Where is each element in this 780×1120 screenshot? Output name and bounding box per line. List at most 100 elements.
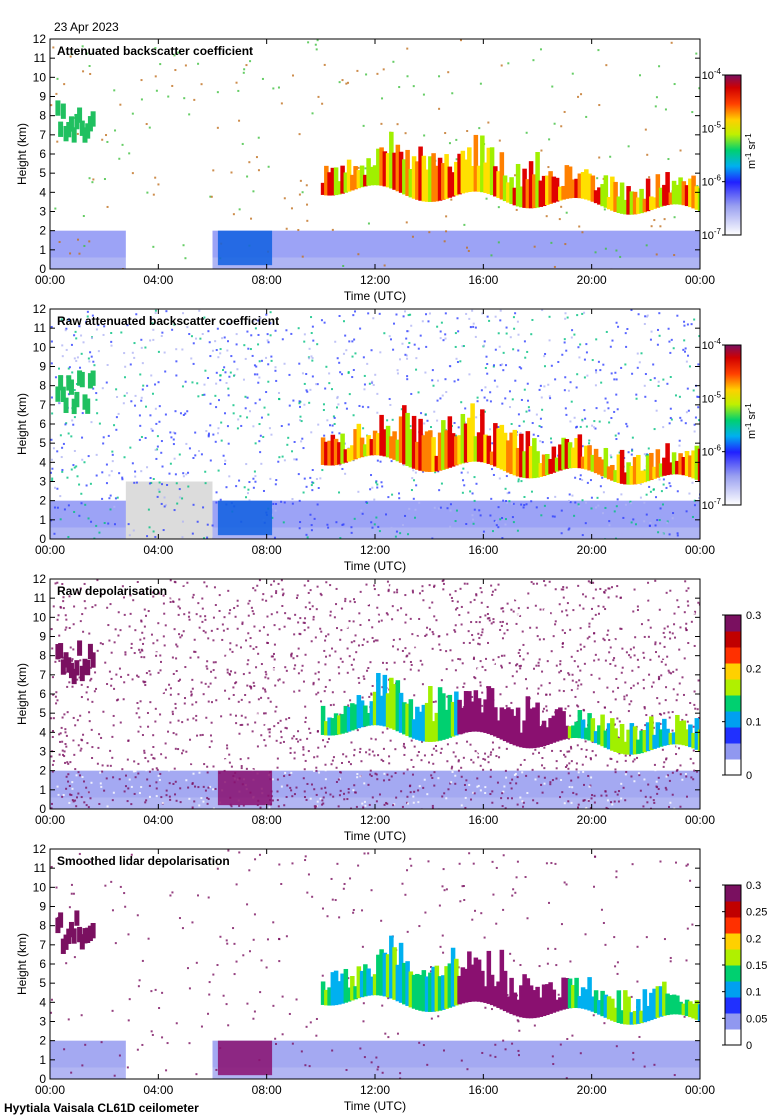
cloud-pixel <box>652 466 657 479</box>
noise-pixel <box>613 410 616 413</box>
noise-pixel <box>697 601 700 604</box>
noise-pixel <box>89 72 92 75</box>
noise-pixel <box>351 340 354 343</box>
noise-pixel <box>444 378 447 381</box>
noise-pixel <box>50 802 53 805</box>
noise-pixel <box>421 740 424 743</box>
cloud-pixel <box>389 131 394 189</box>
noise-pixel <box>72 464 75 467</box>
cloud-pixel <box>580 719 586 739</box>
noise-pixel <box>356 773 359 776</box>
noise-pixel <box>577 776 580 779</box>
noise-pixel <box>64 728 67 731</box>
noise-pixel <box>406 930 409 933</box>
cloud-pixel <box>480 135 485 193</box>
noise-pixel <box>539 48 542 51</box>
noise-pixel <box>377 620 380 623</box>
noise-pixel <box>109 603 112 606</box>
noise-pixel <box>184 412 187 415</box>
noise-pixel <box>149 414 152 417</box>
noise-pixel <box>697 363 700 366</box>
noise-pixel <box>206 536 209 539</box>
noise-pixel <box>431 804 434 807</box>
noise-pixel <box>510 608 513 611</box>
noise-pixel <box>120 331 123 334</box>
noise-pixel <box>533 245 536 248</box>
noise-pixel <box>311 469 314 472</box>
noise-pixel <box>378 793 381 796</box>
cloud-pixel <box>441 693 446 740</box>
noise-pixel <box>173 628 176 631</box>
noise-pixel <box>78 703 81 706</box>
noise-pixel <box>315 693 318 696</box>
noise-pixel <box>161 1036 164 1039</box>
noise-pixel <box>126 758 129 761</box>
noise-pixel <box>151 322 154 325</box>
noise-pixel <box>411 773 414 776</box>
noise-pixel <box>245 767 248 770</box>
noise-pixel <box>543 385 546 388</box>
noise-pixel <box>631 372 634 375</box>
noise-pixel <box>533 676 536 679</box>
noise-pixel <box>494 348 497 351</box>
noise-pixel <box>675 668 678 671</box>
noise-pixel <box>608 587 611 590</box>
noise-pixel <box>205 585 208 588</box>
noise-pixel <box>553 515 556 518</box>
noise-pixel <box>543 365 546 368</box>
noise-pixel <box>564 243 567 246</box>
colorbar-tick-label: 10-7 <box>702 227 722 242</box>
cloud-pixel <box>610 718 615 751</box>
noise-pixel <box>586 637 589 640</box>
noise-pixel <box>300 440 303 443</box>
noise-pixel <box>383 332 386 335</box>
noise-pixel <box>158 733 161 736</box>
noise-pixel <box>679 149 682 152</box>
cloud-pixel <box>506 182 511 203</box>
noise-pixel <box>429 638 432 641</box>
noise-pixel <box>643 706 646 709</box>
noise-pixel <box>595 369 598 372</box>
noise-pixel <box>360 647 363 650</box>
noise-pixel <box>558 603 561 606</box>
noise-pixel <box>432 666 435 669</box>
noise-pixel <box>418 702 421 705</box>
noise-pixel <box>580 748 583 751</box>
noise-pixel <box>362 124 365 127</box>
noise-pixel <box>345 755 348 758</box>
colorbar-step <box>725 683 741 688</box>
colorbar-step <box>725 623 741 628</box>
noise-pixel <box>453 629 456 632</box>
noise-pixel <box>209 195 212 198</box>
colorbar-step <box>725 723 741 728</box>
noise-pixel <box>660 674 663 677</box>
cloud-pixel <box>606 723 612 750</box>
noise-pixel <box>668 707 671 710</box>
noise-pixel <box>253 373 256 376</box>
noise-pixel <box>66 685 69 688</box>
noise-pixel <box>135 712 138 715</box>
noise-pixel <box>293 690 296 693</box>
noise-pixel <box>216 627 219 630</box>
noise-pixel <box>629 656 632 659</box>
noise-pixel <box>297 650 300 653</box>
cloud-pixel <box>353 704 358 730</box>
noise-pixel <box>363 677 366 680</box>
noise-pixel <box>241 723 244 726</box>
noise-pixel <box>137 772 140 775</box>
noise-pixel <box>97 746 100 749</box>
noise-pixel <box>441 604 444 607</box>
noise-pixel <box>679 805 682 808</box>
noise-pixel <box>207 432 210 435</box>
noise-pixel <box>127 739 130 742</box>
noise-pixel <box>356 729 359 732</box>
noise-pixel <box>74 330 77 333</box>
noise-pixel <box>602 605 605 608</box>
noise-pixel <box>306 600 309 603</box>
noise-pixel <box>543 643 546 646</box>
noise-pixel <box>588 785 591 788</box>
noise-pixel <box>288 601 291 604</box>
noise-pixel <box>643 501 646 504</box>
noise-pixel <box>695 770 698 773</box>
cloud-pixel <box>473 436 479 462</box>
